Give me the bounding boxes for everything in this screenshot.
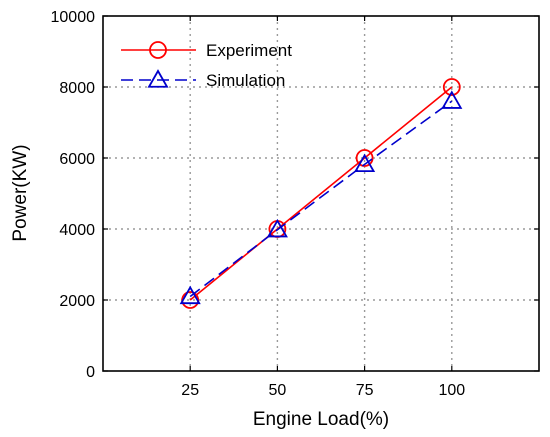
data-point-experiment (442, 78, 461, 96)
data-point-experiment (355, 149, 374, 167)
x-tick-label: 75 (356, 382, 374, 399)
series-line-simulation (189, 100, 453, 298)
x-axis-title: Engine Load(%) (253, 409, 389, 430)
series-group (179, 78, 463, 309)
y-tick-label: 0 (86, 364, 95, 381)
ticks: 0 2000 4000 6000 8000 10000 25 50 75 100 (51, 9, 539, 399)
y-tick-label: 10000 (51, 9, 96, 26)
y-tick-label: 8000 (59, 80, 95, 97)
legend: Experiment Simulation (121, 41, 292, 90)
data-point-simulation (179, 285, 201, 305)
y-tick-label: 6000 (59, 151, 95, 168)
legend-marker-simulation (147, 69, 169, 88)
legend-marker-shape-simulation (147, 69, 169, 88)
legend-marker-experiment (149, 41, 167, 59)
x-tick-label: 50 (269, 382, 287, 399)
y-tick-label: 4000 (59, 222, 95, 239)
y-tick-label: 2000 (59, 293, 95, 310)
data-point-simulation (441, 90, 463, 109)
series-line-experiment (189, 86, 453, 301)
grid (103, 16, 539, 371)
y-axis-title: Power(KW) (10, 144, 31, 241)
legend-label-simulation: Simulation (206, 71, 285, 90)
legend-label-experiment: Experiment (206, 41, 292, 60)
legend-marker-shape-experiment (149, 41, 167, 59)
data-point-simulation (266, 218, 288, 238)
data-point-simulation (354, 153, 376, 173)
plot-frame (102, 15, 540, 372)
x-tick-label: 100 (438, 382, 465, 399)
x-tick-label: 25 (181, 382, 199, 399)
